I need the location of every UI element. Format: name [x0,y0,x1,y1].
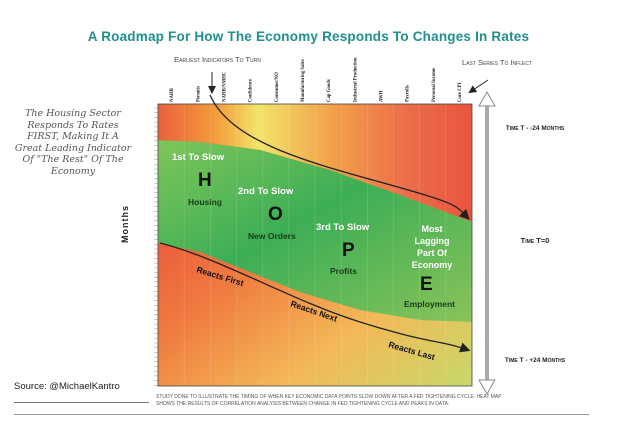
tick-time-plus-24: Time T - +24 Months [504,357,566,364]
column-label: NAHB [170,87,175,102]
column-label: Manufacturing Sales [301,59,306,102]
column-label: Industrial Production [353,57,358,102]
earliest-indicators-label: Earliest Indicators To Turn [174,55,261,64]
most-lagging-line: Most [422,224,443,234]
time-axis-up-arrow [478,90,496,107]
label-employment: Employment [404,299,455,309]
most-lagging-line: Part Of [417,248,448,258]
column-label: NAHB/NMHC [222,71,227,102]
lower-curve [159,242,471,353]
column-label: AWH [379,90,384,102]
housing-note: The Housing Sector Responds To Rates FIR… [14,108,132,177]
column-label: Core CPI [458,82,463,102]
column-separators [183,104,447,386]
source-credit: Source: @MichaelKantro [14,381,120,392]
column-label: Consumer/NO [275,72,280,102]
letter-o: O [268,204,283,225]
label-3rd-to-slow: 3rd To Slow [316,222,370,233]
column-label: Permits [196,86,201,102]
last-series-arrow [468,79,489,94]
column-label: Payrolls [406,85,411,102]
slowdown-band [158,140,472,322]
column-label: Confidence [249,79,254,102]
letter-e: E [420,274,433,295]
label-most-lagging: Most Lagging Part Of Economy [412,224,453,270]
label-housing: Housing [188,197,222,207]
most-lagging-line: Lagging [415,236,450,246]
study-footnote: Study done to illustrate the timing of w… [156,394,502,407]
column-label: Cap Goods [327,79,332,102]
bottom-divider [14,414,589,415]
divider [14,402,149,403]
upper-curve [209,94,470,220]
column-labels: NAHB Permits NAHB/NMHC Confidence Consumer/N… [170,57,463,102]
letter-h: H [198,170,212,191]
label-profits: Profits [330,266,357,276]
label-1st-to-slow: 1st To Slow [172,152,225,163]
label-2nd-to-slow: 2nd To Slow [238,186,294,197]
last-series-label: Last Series To Inflect [461,58,533,67]
most-lagging-line: Economy [412,260,453,270]
letter-p: P [342,240,355,261]
time-axis-down-arrow [478,379,496,396]
page-title: A Roadmap For How The Economy Responds T… [87,29,530,44]
tick-time-zero: Time T=0 [520,236,550,245]
row-ticks [154,107,158,386]
heatmap-border [157,103,473,387]
column-label: Personal Income [432,68,437,102]
label-new-orders: New Orders [248,231,296,241]
tick-time-minus-24: Time T - -24 Months [505,125,565,132]
